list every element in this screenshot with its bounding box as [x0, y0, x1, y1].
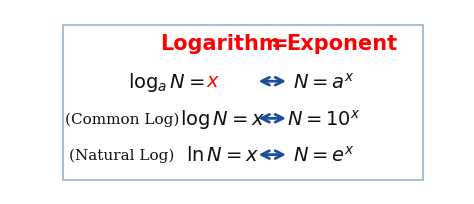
Text: $\log N = x$: $\log N = x$ [180, 107, 265, 130]
Text: (Common Log): (Common Log) [64, 112, 179, 126]
Text: $N = e^{x}$: $N = e^{x}$ [293, 145, 355, 165]
Text: =: = [271, 33, 289, 53]
Text: Exponent: Exponent [287, 33, 398, 53]
Text: $N = a^{x}$: $N = a^{x}$ [293, 72, 355, 92]
Text: $x$: $x$ [206, 73, 220, 91]
Text: (Natural Log): (Natural Log) [69, 148, 174, 162]
FancyBboxPatch shape [63, 26, 423, 180]
Text: $N = 10^{x}$: $N = 10^{x}$ [287, 109, 361, 129]
Text: $\log_{a} N =$: $\log_{a} N =$ [128, 70, 204, 93]
Text: $\ln N = x$: $\ln N = x$ [186, 145, 259, 164]
Text: Logarithm: Logarithm [161, 33, 281, 53]
